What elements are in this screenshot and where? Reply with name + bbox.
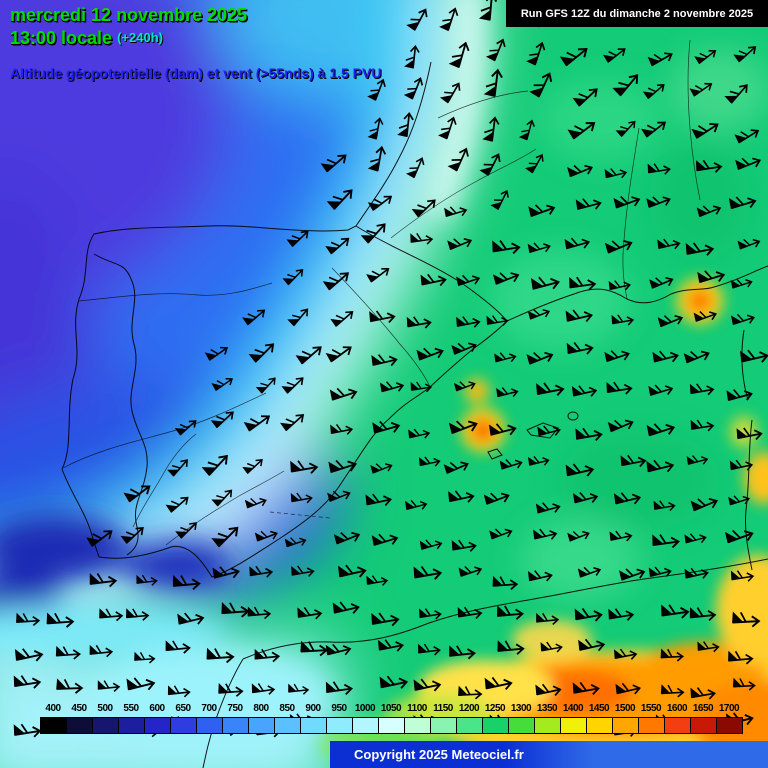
geography-outlines [61,39,768,768]
scale-cell [41,718,67,733]
scale-color-bar [40,717,743,734]
scale-tick: 1600 [666,703,688,714]
scale-tick: 1500 [614,703,636,714]
scale-cell [665,718,691,733]
scale-tick: 1200 [458,703,480,714]
copyright-text: Copyright 2025 Meteociel.fr [354,747,524,762]
scale-cell [483,718,509,733]
scale-tick: 400 [45,703,61,714]
scale-cell [509,718,535,733]
scale-cell [249,718,275,733]
scale-tick: 900 [305,703,321,714]
valid-time-value: 13:00 locale [10,27,113,48]
scale-tick: 1450 [588,703,610,714]
scale-tick: 1700 [718,703,740,714]
scale-tick: 850 [279,703,295,714]
scale-cell [431,718,457,733]
green-mottling [490,50,768,600]
scale-tick: 1250 [484,703,506,714]
scale-tick: 600 [149,703,165,714]
scale-cell [223,718,249,733]
map-parameter-title: Altitude géopotentielle (dam) et vent (>… [10,65,382,81]
scale-tick: 1350 [536,703,558,714]
scale-cell [379,718,405,733]
scale-cell [717,718,742,733]
scale-tick: 1000 [354,703,376,714]
scale-cell [171,718,197,733]
scale-cell [587,718,613,733]
scale-tick-labels: 400 450 500 550 600 650 700 750 800 850 900 950 1000… [40,703,742,714]
scale-tick: 550 [123,703,139,714]
scale-cell [275,718,301,733]
scale-tick: 1650 [692,703,714,714]
scale-tick: 500 [97,703,113,714]
scale-tick: 650 [175,703,191,714]
scale-tick: 1550 [640,703,662,714]
scale-cell [67,718,93,733]
header-overlay: mercredi 12 novembre 2025 13:00 locale (… [10,4,381,83]
scale-cell [145,718,171,733]
scale-cell [93,718,119,733]
scale-cell [639,718,665,733]
scale-tick: 1300 [510,703,532,714]
scale-cell [119,718,145,733]
scale-cell [457,718,483,733]
scale-cell [405,718,431,733]
scale-cell [561,718,587,733]
scale-tick: 1150 [433,703,453,714]
scale-tick: 700 [201,703,217,714]
scale-cell [197,718,223,733]
scale-tick: 1100 [407,703,427,714]
model-run-banner: Run GFS 12Z du dimanche 2 novembre 2025 [506,0,768,27]
scale-cell [691,718,717,733]
scale-cell [301,718,327,733]
scale-tick: 950 [331,703,347,714]
scale-tick: 1400 [562,703,584,714]
rivers [62,39,701,546]
scale-tick: 450 [71,703,87,714]
forecast-lead-time: (+240h) [117,29,163,45]
scale-tick: 750 [227,703,243,714]
valid-time-text: 13:00 locale (+240h) [10,27,381,50]
scale-tick: 800 [253,703,269,714]
scale-cell [613,718,639,733]
scale-cell [353,718,379,733]
valid-date-text: mercredi 12 novembre 2025 [10,5,248,25]
scale-cell [327,718,353,733]
copyright-bar: Copyright 2025 Meteociel.fr [330,741,768,768]
scale-tick: 1050 [380,703,402,714]
scale-cell [535,718,561,733]
